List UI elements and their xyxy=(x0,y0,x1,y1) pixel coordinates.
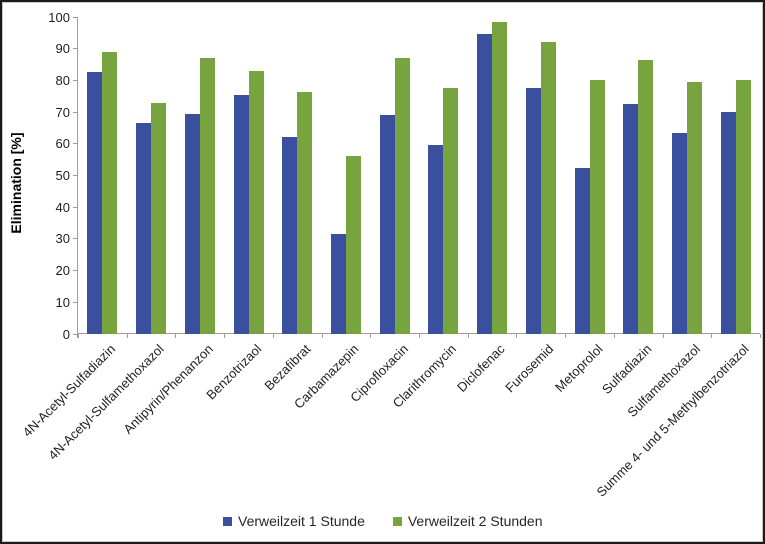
bar-verweilzeit-2-stunden xyxy=(151,102,167,334)
legend-swatch-blue-icon xyxy=(223,516,232,526)
x-category-label: Metoprolol xyxy=(551,341,606,395)
bar-verweilzeit-1-stunde xyxy=(525,88,541,334)
bar-verweilzeit-2-stunden xyxy=(686,82,702,334)
y-tick-label: 60 xyxy=(55,136,70,152)
y-axis-tick xyxy=(73,206,77,208)
y-axis-tick xyxy=(73,175,77,176)
bar-verweilzeit-2-stunden xyxy=(199,58,215,334)
bar-verweilzeit-1-stunde xyxy=(87,72,103,334)
y-axis-tick xyxy=(73,79,77,81)
x-axis-tick xyxy=(78,334,79,338)
y-tick-label: 50 xyxy=(55,168,70,183)
legend-item-verweilzeit-1-stunde: Verweilzeit 1 Stunde xyxy=(223,513,365,529)
y-tick-label: 20 xyxy=(55,263,70,279)
x-axis-tick xyxy=(127,334,128,338)
y-tick-label: 100 xyxy=(48,9,70,25)
x-category-label: Furosemid xyxy=(502,341,557,396)
legend-label: Verweilzeit 1 Stunde xyxy=(238,513,365,529)
bar-verweilzeit-2-stunden xyxy=(248,70,264,334)
bar-verweilzeit-2-stunden xyxy=(735,80,751,334)
y-axis-tick xyxy=(73,143,77,145)
y-axis-tick xyxy=(73,111,77,113)
y-tick-label: 0 xyxy=(62,326,70,342)
x-axis-tick xyxy=(663,334,664,338)
x-axis-tick xyxy=(175,334,176,338)
x-category-label: Diclofenac xyxy=(454,341,508,395)
bar-verweilzeit-2-stunden xyxy=(345,156,361,334)
x-axis-tick xyxy=(322,334,323,338)
x-axis-tick xyxy=(516,334,517,338)
y-axis-tick xyxy=(73,16,77,18)
bar-verweilzeit-1-stunde xyxy=(184,113,200,334)
bar-verweilzeit-2-stunden xyxy=(102,51,118,334)
y-tick-label: 90 xyxy=(55,41,70,57)
bar-verweilzeit-1-stunde xyxy=(477,34,493,334)
y-tick-label: 10 xyxy=(55,294,70,310)
y-tick-label: 40 xyxy=(55,199,70,215)
legend-item-verweilzeit-2-stunden: Verweilzeit 2 Stunden xyxy=(392,513,543,529)
bar-verweilzeit-1-stunde xyxy=(720,112,736,334)
x-axis-tick xyxy=(273,334,274,338)
legend: Verweilzeit 1 Stunde Verweilzeit 2 Stund… xyxy=(223,513,543,529)
x-category-label: Antipyrin/Phenanzon xyxy=(120,341,216,437)
x-axis-tick xyxy=(370,334,371,338)
x-axis-tick xyxy=(419,334,420,338)
bar-verweilzeit-2-stunden xyxy=(443,88,459,334)
bar-verweilzeit-2-stunden xyxy=(589,80,605,334)
x-axis-tick xyxy=(565,334,566,338)
x-axis-line xyxy=(77,333,760,334)
bar-verweilzeit-1-stunde xyxy=(136,123,152,334)
y-axis-tick xyxy=(73,301,77,303)
y-tick-label: 30 xyxy=(55,231,70,247)
y-axis-tick xyxy=(73,238,77,240)
y-axis-line xyxy=(77,17,78,338)
bar-verweilzeit-1-stunde xyxy=(428,145,444,334)
x-axis-tick xyxy=(468,334,469,338)
x-axis-tick xyxy=(614,334,615,338)
y-axis-title: Elimination [%] xyxy=(8,132,24,234)
y-axis-tick xyxy=(73,333,77,335)
x-axis-tick xyxy=(760,334,761,338)
bar-verweilzeit-1-stunde xyxy=(282,137,298,334)
legend-swatch-green-icon xyxy=(392,516,402,526)
legend-label: Verweilzeit 2 Stunden xyxy=(407,513,543,529)
bar-verweilzeit-1-stunde xyxy=(379,115,395,334)
bar-verweilzeit-2-stunden xyxy=(492,21,508,334)
bar-verweilzeit-1-stunde xyxy=(623,104,639,334)
x-category-label: 4N-Acetyl-Sulfadiazin xyxy=(19,341,119,440)
y-axis-tick xyxy=(73,48,77,50)
y-tick-label: 70 xyxy=(55,104,70,120)
bar-verweilzeit-1-stunde xyxy=(671,132,687,334)
bar-verweilzeit-1-stunde xyxy=(574,167,590,334)
bar-verweilzeit-1-stunde xyxy=(233,94,249,334)
y-axis-tick xyxy=(73,270,77,272)
bar-verweilzeit-2-stunden xyxy=(394,58,410,334)
plot-area xyxy=(73,16,761,338)
x-axis-tick xyxy=(711,334,712,338)
bar-verweilzeit-2-stunden xyxy=(638,59,654,334)
y-tick-label: 80 xyxy=(55,72,70,88)
bar-verweilzeit-1-stunde xyxy=(330,234,346,334)
bar-verweilzeit-2-stunden xyxy=(297,91,313,334)
x-axis-tick xyxy=(224,334,225,338)
bar-verweilzeit-2-stunden xyxy=(540,42,556,334)
